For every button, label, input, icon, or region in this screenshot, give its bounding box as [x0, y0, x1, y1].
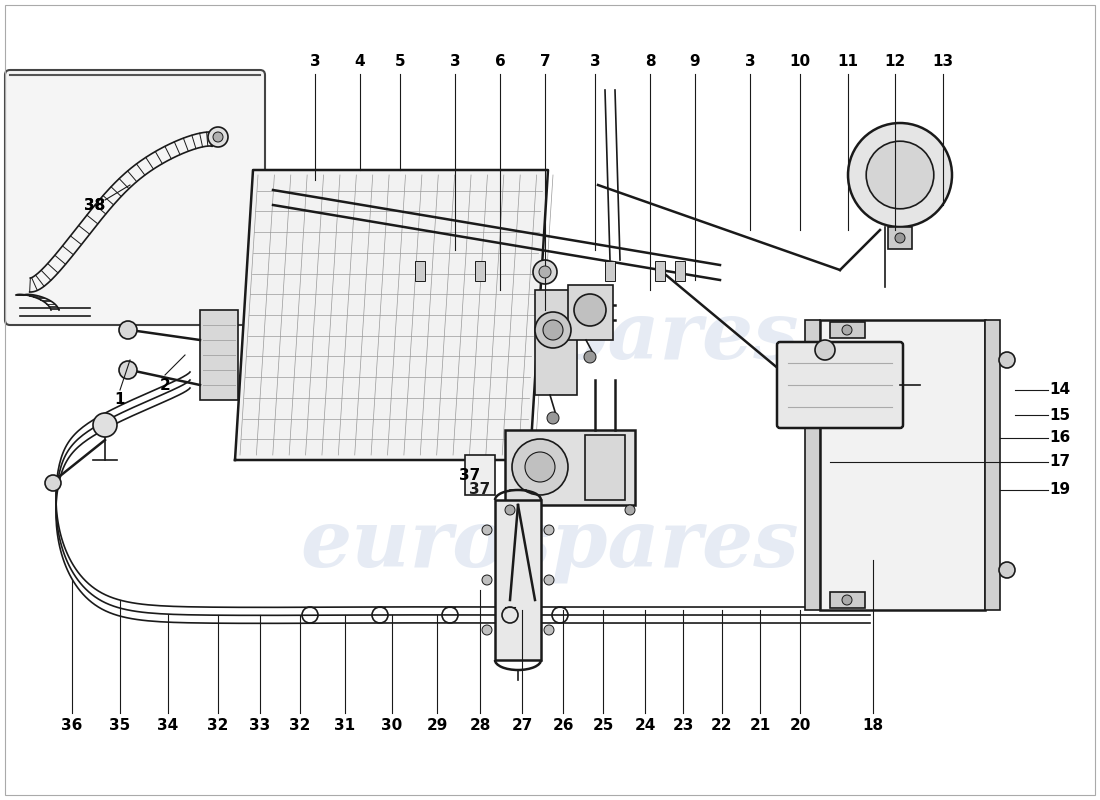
Circle shape	[505, 505, 515, 515]
Circle shape	[625, 505, 635, 515]
Bar	[585, 435, 625, 500]
Text: 6: 6	[495, 54, 505, 70]
Text: 13: 13	[933, 54, 954, 70]
Bar	[830, 322, 865, 338]
Text: 8: 8	[645, 54, 656, 70]
Circle shape	[119, 321, 138, 339]
Circle shape	[544, 575, 554, 585]
Bar	[475, 261, 485, 281]
Text: 21: 21	[749, 718, 771, 733]
Circle shape	[999, 352, 1015, 368]
Text: 3: 3	[745, 54, 756, 70]
Text: 24: 24	[635, 718, 656, 733]
Bar	[830, 592, 865, 608]
Text: 34: 34	[157, 718, 178, 733]
Bar	[535, 290, 578, 395]
Text: 4: 4	[354, 54, 365, 70]
Circle shape	[512, 439, 568, 495]
Circle shape	[525, 452, 556, 482]
Circle shape	[208, 127, 228, 147]
Text: 33: 33	[250, 718, 271, 733]
Text: 38: 38	[85, 198, 106, 213]
Text: 14: 14	[1049, 382, 1070, 398]
Text: 38: 38	[85, 198, 106, 213]
Bar	[495, 500, 541, 660]
Text: 37: 37	[460, 467, 481, 482]
Text: 23: 23	[672, 718, 694, 733]
Bar	[568, 285, 613, 340]
Circle shape	[534, 260, 557, 284]
Bar	[805, 320, 820, 610]
Text: 16: 16	[1049, 430, 1070, 446]
Text: 36: 36	[62, 718, 82, 733]
Circle shape	[539, 266, 551, 278]
Circle shape	[544, 625, 554, 635]
Polygon shape	[235, 170, 548, 460]
Text: 35: 35	[109, 718, 131, 733]
Text: 5: 5	[395, 54, 405, 70]
Bar	[888, 227, 912, 249]
Text: 7: 7	[540, 54, 550, 70]
Text: 3: 3	[310, 54, 320, 70]
Circle shape	[119, 361, 138, 379]
Circle shape	[866, 141, 934, 209]
Text: 11: 11	[837, 54, 858, 70]
Text: 31: 31	[334, 718, 355, 733]
Circle shape	[45, 475, 60, 491]
Text: eurospares: eurospares	[300, 506, 800, 582]
Circle shape	[482, 525, 492, 535]
Bar	[654, 261, 666, 281]
Circle shape	[815, 340, 835, 360]
Text: 22: 22	[712, 718, 733, 733]
Circle shape	[842, 325, 852, 335]
Circle shape	[535, 312, 571, 348]
Circle shape	[213, 132, 223, 142]
Text: 17: 17	[1049, 454, 1070, 470]
Text: 30: 30	[382, 718, 403, 733]
Text: 26: 26	[552, 718, 574, 733]
Text: 3: 3	[590, 54, 601, 70]
FancyBboxPatch shape	[6, 70, 265, 325]
Bar	[505, 430, 635, 505]
Circle shape	[848, 123, 952, 227]
Text: 15: 15	[1049, 407, 1070, 422]
Circle shape	[482, 575, 492, 585]
Circle shape	[584, 351, 596, 363]
Circle shape	[482, 625, 492, 635]
Text: 12: 12	[884, 54, 905, 70]
Text: 3: 3	[450, 54, 460, 70]
Text: 29: 29	[427, 718, 448, 733]
Bar	[605, 261, 615, 281]
Circle shape	[842, 595, 852, 605]
Text: 2: 2	[160, 378, 170, 393]
Text: 28: 28	[470, 718, 491, 733]
Text: 10: 10	[790, 54, 811, 70]
FancyBboxPatch shape	[777, 342, 903, 428]
Text: 9: 9	[690, 54, 701, 70]
Circle shape	[547, 412, 559, 424]
Text: 27: 27	[512, 718, 532, 733]
Circle shape	[544, 525, 554, 535]
Text: 1: 1	[114, 393, 125, 407]
Text: 19: 19	[1049, 482, 1070, 498]
Bar	[415, 261, 425, 281]
Circle shape	[895, 233, 905, 243]
Bar	[820, 320, 984, 610]
Circle shape	[574, 294, 606, 326]
Text: 32: 32	[289, 718, 310, 733]
Text: 37: 37	[470, 482, 491, 498]
Text: 18: 18	[862, 718, 883, 733]
Text: 20: 20	[790, 718, 811, 733]
Circle shape	[543, 320, 563, 340]
Bar	[984, 320, 1000, 610]
Circle shape	[585, 303, 605, 323]
Circle shape	[94, 413, 117, 437]
Bar	[675, 261, 685, 281]
Bar	[200, 310, 238, 400]
Bar	[465, 455, 495, 495]
Text: 25: 25	[592, 718, 614, 733]
Text: 32: 32	[207, 718, 229, 733]
Text: eurospares: eurospares	[300, 298, 800, 374]
Circle shape	[999, 562, 1015, 578]
